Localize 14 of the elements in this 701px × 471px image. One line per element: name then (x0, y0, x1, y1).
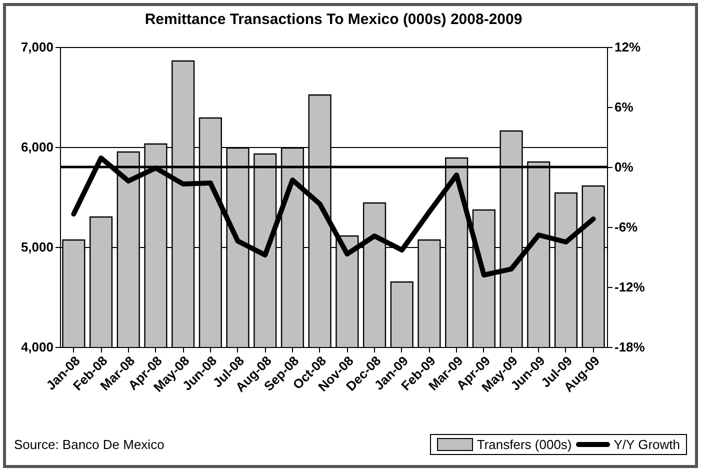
y2-tick-label: 6% (614, 100, 634, 114)
y-tick-label: 5,000 (20, 240, 54, 254)
source-note: Source: Banco De Mexico (14, 437, 164, 452)
y-tick-label: 6,000 (20, 140, 54, 154)
y2-tick-label: -6% (614, 220, 638, 234)
y-tick-label: 4,000 (20, 340, 54, 354)
y2-tick-label: -12% (614, 280, 646, 294)
legend-label: Y/Y Growth (614, 437, 680, 452)
y2-tick-label: 0% (614, 160, 634, 174)
chart-title: Remittance Transactions To Mexico (000s) 2008-2009 (144, 11, 522, 28)
y-tick-label: 7,000 (20, 40, 54, 54)
y2-tick-label: -18% (614, 340, 646, 354)
y2-tick-label: 12% (614, 40, 641, 54)
legend-label: Transfers (000s) (476, 437, 572, 452)
